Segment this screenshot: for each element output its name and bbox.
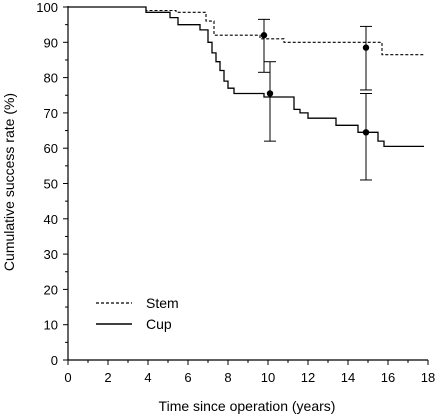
y-tick-label: 40 [44, 212, 58, 227]
x-tick-label: 16 [381, 370, 395, 385]
data-point-stem [362, 44, 370, 51]
legend-label-cup: Cup [146, 316, 172, 332]
x-tick-label: 6 [184, 370, 191, 385]
y-tick-label: 0 [51, 353, 58, 368]
x-tick-label: 2 [104, 370, 111, 385]
x-tick-label: 18 [421, 370, 435, 385]
x-tick-label: 10 [261, 370, 275, 385]
y-tick-label: 70 [44, 106, 58, 121]
x-tick-label: 8 [224, 370, 231, 385]
data-point-cup [266, 90, 274, 97]
ticks: 0 10 20 30 40 50 60 70 80 90 100 0 2 4 6 8 10 12 14 16 18 [36, 0, 435, 385]
y-tick-label: 60 [44, 141, 58, 156]
x-tick-label: 14 [341, 370, 355, 385]
y-tick-label: 30 [44, 247, 58, 262]
legend-label-stem: Stem [146, 295, 179, 311]
y-tick-label: 10 [44, 318, 58, 333]
data-point-stem [260, 32, 268, 39]
y-tick-label: 20 [44, 282, 58, 297]
axes [67, 6, 428, 361]
x-tick-label: 0 [64, 370, 71, 385]
x-axis-title: Time since operation (years) [159, 398, 336, 414]
y-tick-label: 80 [44, 71, 58, 86]
legend: Stem Cup [96, 295, 179, 332]
x-tick-label: 4 [144, 370, 151, 385]
y-tick-label: 90 [44, 35, 58, 50]
series-line-stem [68, 6, 424, 56]
y-tick-label: 50 [44, 177, 58, 192]
series-line-cup [68, 6, 424, 148]
y-tick-label: 100 [36, 0, 58, 15]
y-axis-title: Cumulative success rate (%) [1, 93, 17, 271]
data-point-cup [362, 129, 370, 136]
series-layer [68, 6, 424, 181]
x-tick-label: 12 [301, 370, 315, 385]
